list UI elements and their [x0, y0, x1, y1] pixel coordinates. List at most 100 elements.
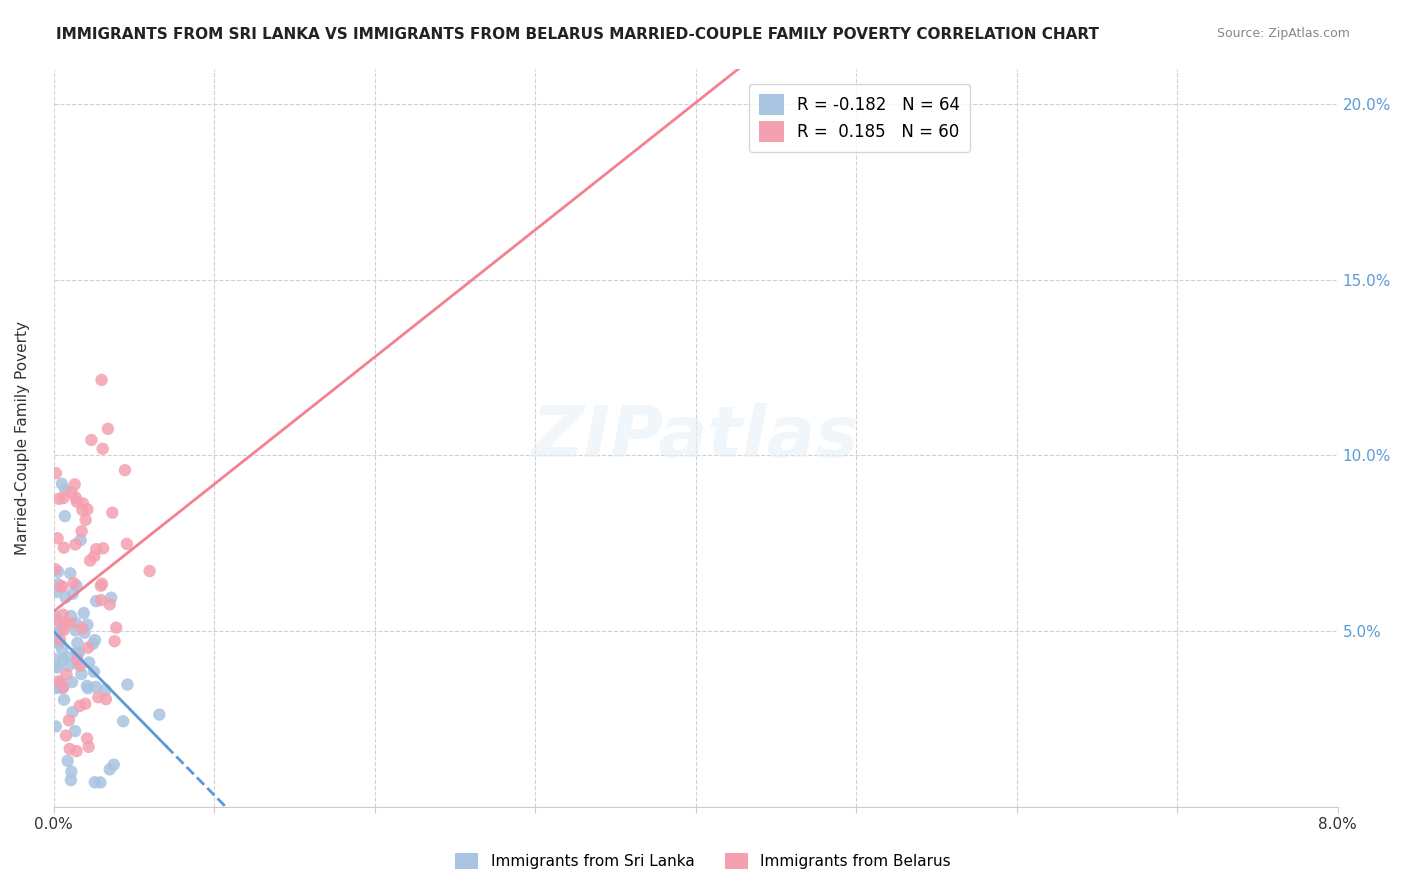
Point [59, 616, 82, 631]
Point [84, 594, 107, 608]
Point [65, 579, 87, 593]
Point [66, 657, 89, 671]
Point [60, 485, 83, 500]
Point [65, 537, 87, 551]
Point [72, 496, 94, 510]
Point [79, 553, 101, 567]
Point [148, 707, 170, 722]
Point [44, 613, 66, 627]
Point [105, 621, 128, 635]
Point [66, 652, 89, 666]
Point [62, 576, 84, 591]
Point [44, 562, 66, 576]
Point [52, 652, 75, 666]
Point [94, 682, 117, 697]
Point [51, 642, 73, 657]
Point [46, 681, 69, 695]
Point [55, 591, 77, 605]
Point [46, 660, 69, 674]
Point [114, 463, 136, 477]
Point [60, 675, 83, 690]
Point [69, 698, 91, 713]
Point [103, 634, 125, 648]
Point [52, 607, 75, 622]
Point [84, 542, 107, 557]
Point [51, 579, 73, 593]
Point [138, 564, 160, 578]
Point [44, 660, 66, 674]
Point [65, 491, 87, 505]
Point [52, 623, 75, 637]
Point [60, 764, 83, 779]
Point [84, 680, 107, 694]
Point [91, 577, 114, 591]
Text: IMMIGRANTS FROM SRI LANKA VS IMMIGRANTS FROM BELARUS MARRIED-COUPLE FAMILY POVER: IMMIGRANTS FROM SRI LANKA VS IMMIGRANTS … [56, 27, 1099, 42]
Point [62, 705, 84, 719]
Point [55, 667, 77, 681]
Point [66, 646, 89, 660]
Text: Source: ZipAtlas.com: Source: ZipAtlas.com [1216, 27, 1350, 40]
Point [58, 658, 80, 673]
Point [77, 681, 100, 696]
Point [52, 618, 75, 632]
Point [75, 513, 97, 527]
Point [65, 744, 87, 758]
Point [46, 531, 69, 545]
Point [55, 729, 77, 743]
Point [69, 533, 91, 548]
Point [66, 494, 89, 508]
Point [77, 739, 100, 754]
Point [51, 681, 73, 695]
Point [48, 491, 70, 506]
Point [100, 591, 122, 605]
Point [76, 731, 98, 746]
Point [44, 652, 66, 666]
Point [44, 609, 66, 624]
Point [76, 679, 98, 693]
Point [51, 476, 73, 491]
Point [45, 719, 67, 733]
Point [65, 615, 87, 630]
Legend: R = -0.182   N = 64, R =  0.185   N = 60: R = -0.182 N = 64, R = 0.185 N = 60 [748, 84, 970, 152]
Point [98, 763, 121, 777]
Point [48, 676, 70, 690]
Point [98, 598, 121, 612]
Point [70, 667, 93, 681]
Point [53, 692, 76, 706]
Point [53, 483, 76, 497]
Point [62, 587, 84, 601]
Point [76, 617, 98, 632]
Point [63, 724, 86, 739]
Point [59, 566, 82, 581]
Point [58, 714, 80, 728]
Point [70, 524, 93, 538]
Point [52, 541, 75, 555]
Point [59, 773, 82, 788]
Point [55, 615, 77, 629]
Point [112, 714, 135, 729]
Point [83, 549, 105, 563]
Point [66, 636, 89, 650]
Point [91, 541, 114, 556]
Point [46, 577, 69, 591]
Point [97, 422, 120, 436]
Point [67, 646, 90, 660]
Point [63, 477, 86, 491]
Point [52, 681, 75, 695]
Point [45, 633, 67, 648]
Point [90, 593, 112, 607]
Point [94, 692, 117, 706]
Point [49, 632, 72, 647]
Point [76, 502, 98, 516]
Point [117, 677, 139, 691]
Point [69, 658, 91, 673]
Point [83, 775, 105, 789]
Point [48, 674, 70, 689]
Point [56, 754, 79, 768]
Point [80, 433, 103, 447]
Point [87, 690, 110, 705]
Point [70, 621, 93, 635]
Point [49, 624, 72, 638]
Point [89, 775, 111, 789]
Point [53, 509, 76, 524]
